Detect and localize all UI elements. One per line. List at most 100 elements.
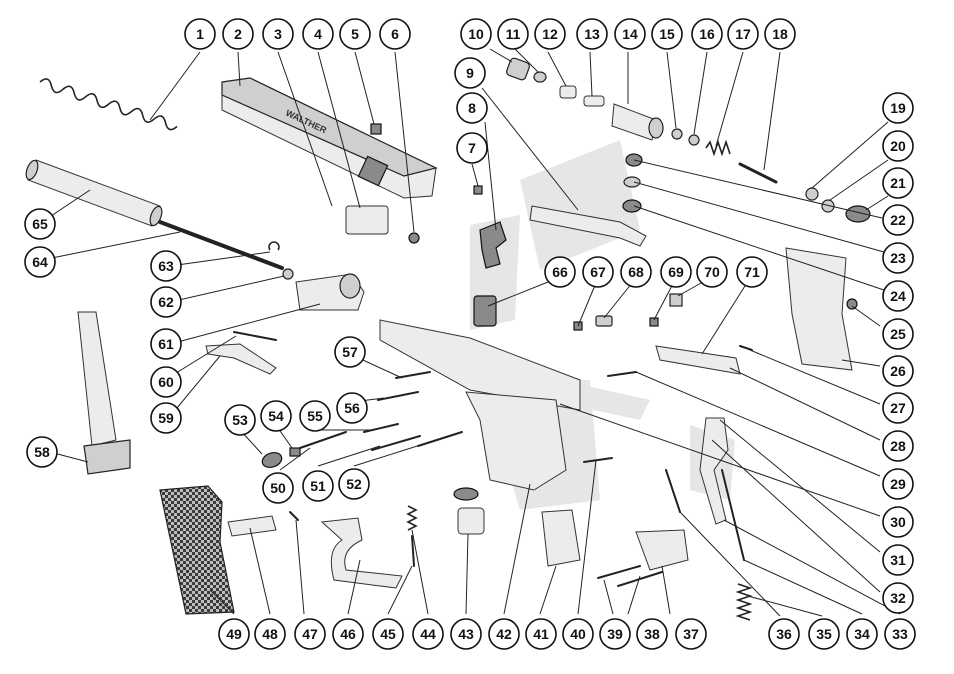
svg-text:64: 64 bbox=[32, 254, 48, 270]
callout-29: 29 bbox=[882, 468, 914, 500]
part-bar-71 bbox=[655, 345, 741, 375]
callout-43: 43 bbox=[450, 618, 482, 650]
callout-67: 67 bbox=[582, 256, 614, 288]
callout-30: 30 bbox=[882, 506, 914, 538]
callout-66: 66 bbox=[544, 256, 576, 288]
callout-47: 47 bbox=[294, 618, 326, 650]
callout-5: 5 bbox=[339, 18, 371, 50]
svg-text:38: 38 bbox=[644, 626, 660, 642]
svg-text:21: 21 bbox=[890, 175, 906, 191]
callout-62: 62 bbox=[150, 286, 182, 318]
callout-61: 61 bbox=[150, 328, 182, 360]
callout-35: 35 bbox=[808, 618, 840, 650]
callout-37: 37 bbox=[675, 618, 707, 650]
svg-text:17: 17 bbox=[735, 26, 751, 42]
callout-40: 40 bbox=[562, 618, 594, 650]
callout-63: 63 bbox=[150, 250, 182, 282]
svg-text:69: 69 bbox=[668, 264, 684, 280]
svg-text:25: 25 bbox=[890, 326, 906, 342]
svg-text:30: 30 bbox=[890, 514, 906, 530]
svg-text:63: 63 bbox=[158, 258, 174, 274]
svg-text:51: 51 bbox=[310, 478, 326, 494]
svg-text:9: 9 bbox=[466, 65, 474, 81]
svg-text:58: 58 bbox=[34, 444, 50, 460]
callout-50: 50 bbox=[262, 472, 294, 504]
svg-text:26: 26 bbox=[890, 363, 906, 379]
part-rod-45 bbox=[411, 535, 415, 567]
svg-text:52: 52 bbox=[346, 476, 362, 492]
svg-text:32: 32 bbox=[890, 590, 906, 606]
part-59 bbox=[205, 343, 277, 375]
callout-12: 12 bbox=[534, 18, 566, 50]
part-washer-15 bbox=[671, 128, 683, 140]
part-pin-13 bbox=[583, 95, 605, 107]
callout-2: 2 bbox=[222, 18, 254, 50]
callout-26: 26 bbox=[882, 355, 914, 387]
callout-21: 21 bbox=[882, 167, 914, 199]
svg-text:65: 65 bbox=[32, 216, 48, 232]
callout-65: 65 bbox=[24, 208, 56, 240]
svg-text:13: 13 bbox=[584, 26, 600, 42]
svg-text:2: 2 bbox=[234, 26, 242, 42]
svg-text:16: 16 bbox=[699, 26, 715, 42]
svg-text:7: 7 bbox=[468, 140, 476, 156]
svg-text:40: 40 bbox=[570, 626, 586, 642]
part-washer-20 bbox=[821, 199, 835, 213]
callout-53: 53 bbox=[224, 404, 256, 436]
svg-text:24: 24 bbox=[890, 288, 906, 304]
part-pin-39 bbox=[597, 565, 641, 579]
svg-text:4: 4 bbox=[314, 26, 322, 42]
part-57 bbox=[395, 371, 431, 379]
svg-text:14: 14 bbox=[622, 26, 638, 42]
svg-text:27: 27 bbox=[890, 400, 906, 416]
callout-23: 23 bbox=[882, 242, 914, 274]
callout-11: 11 bbox=[497, 18, 529, 50]
part-clip-63 bbox=[268, 241, 280, 251]
part-55 bbox=[363, 423, 399, 433]
part-50 bbox=[299, 431, 347, 449]
callout-19: 19 bbox=[882, 92, 914, 124]
part-69 bbox=[649, 317, 659, 327]
callout-22: 22 bbox=[882, 204, 914, 236]
callout-1: 1 bbox=[184, 18, 216, 50]
svg-text:19: 19 bbox=[890, 100, 906, 116]
callout-70: 70 bbox=[696, 256, 728, 288]
svg-text:41: 41 bbox=[533, 626, 549, 642]
svg-text:8: 8 bbox=[468, 100, 476, 116]
callout-14: 14 bbox=[614, 18, 646, 50]
part-68 bbox=[595, 315, 613, 327]
svg-text:23: 23 bbox=[890, 250, 906, 266]
callout-52: 52 bbox=[338, 468, 370, 500]
part-magazine-catch bbox=[541, 509, 581, 567]
svg-text:35: 35 bbox=[816, 626, 832, 642]
callout-38: 38 bbox=[636, 618, 668, 650]
callout-7: 7 bbox=[456, 132, 488, 164]
part-recoil-spring bbox=[39, 78, 178, 131]
part-47 bbox=[289, 511, 299, 521]
part-hammer bbox=[479, 221, 507, 269]
part-rod-18 bbox=[738, 162, 778, 184]
part-66 bbox=[473, 295, 497, 327]
svg-text:29: 29 bbox=[890, 476, 906, 492]
svg-text:31: 31 bbox=[890, 552, 906, 568]
svg-text:39: 39 bbox=[607, 626, 623, 642]
part-ring-62 bbox=[282, 268, 294, 280]
part-right-grip bbox=[785, 247, 853, 371]
svg-text:11: 11 bbox=[506, 26, 521, 42]
part-guide-rod bbox=[158, 220, 284, 270]
part-pin-38 bbox=[617, 571, 663, 587]
part-54 bbox=[289, 447, 301, 457]
part-60 bbox=[233, 331, 277, 341]
part-valve-body-14 bbox=[611, 103, 664, 141]
part-valve-10 bbox=[506, 57, 530, 81]
svg-text:36: 36 bbox=[776, 626, 792, 642]
svg-text:12: 12 bbox=[542, 26, 558, 42]
callout-44: 44 bbox=[412, 618, 444, 650]
svg-text:59: 59 bbox=[158, 410, 174, 426]
part-48 bbox=[227, 515, 277, 537]
callout-9: 9 bbox=[454, 57, 486, 89]
part-51 bbox=[371, 435, 421, 451]
svg-text:50: 50 bbox=[270, 480, 286, 496]
part-barrel bbox=[25, 159, 163, 227]
